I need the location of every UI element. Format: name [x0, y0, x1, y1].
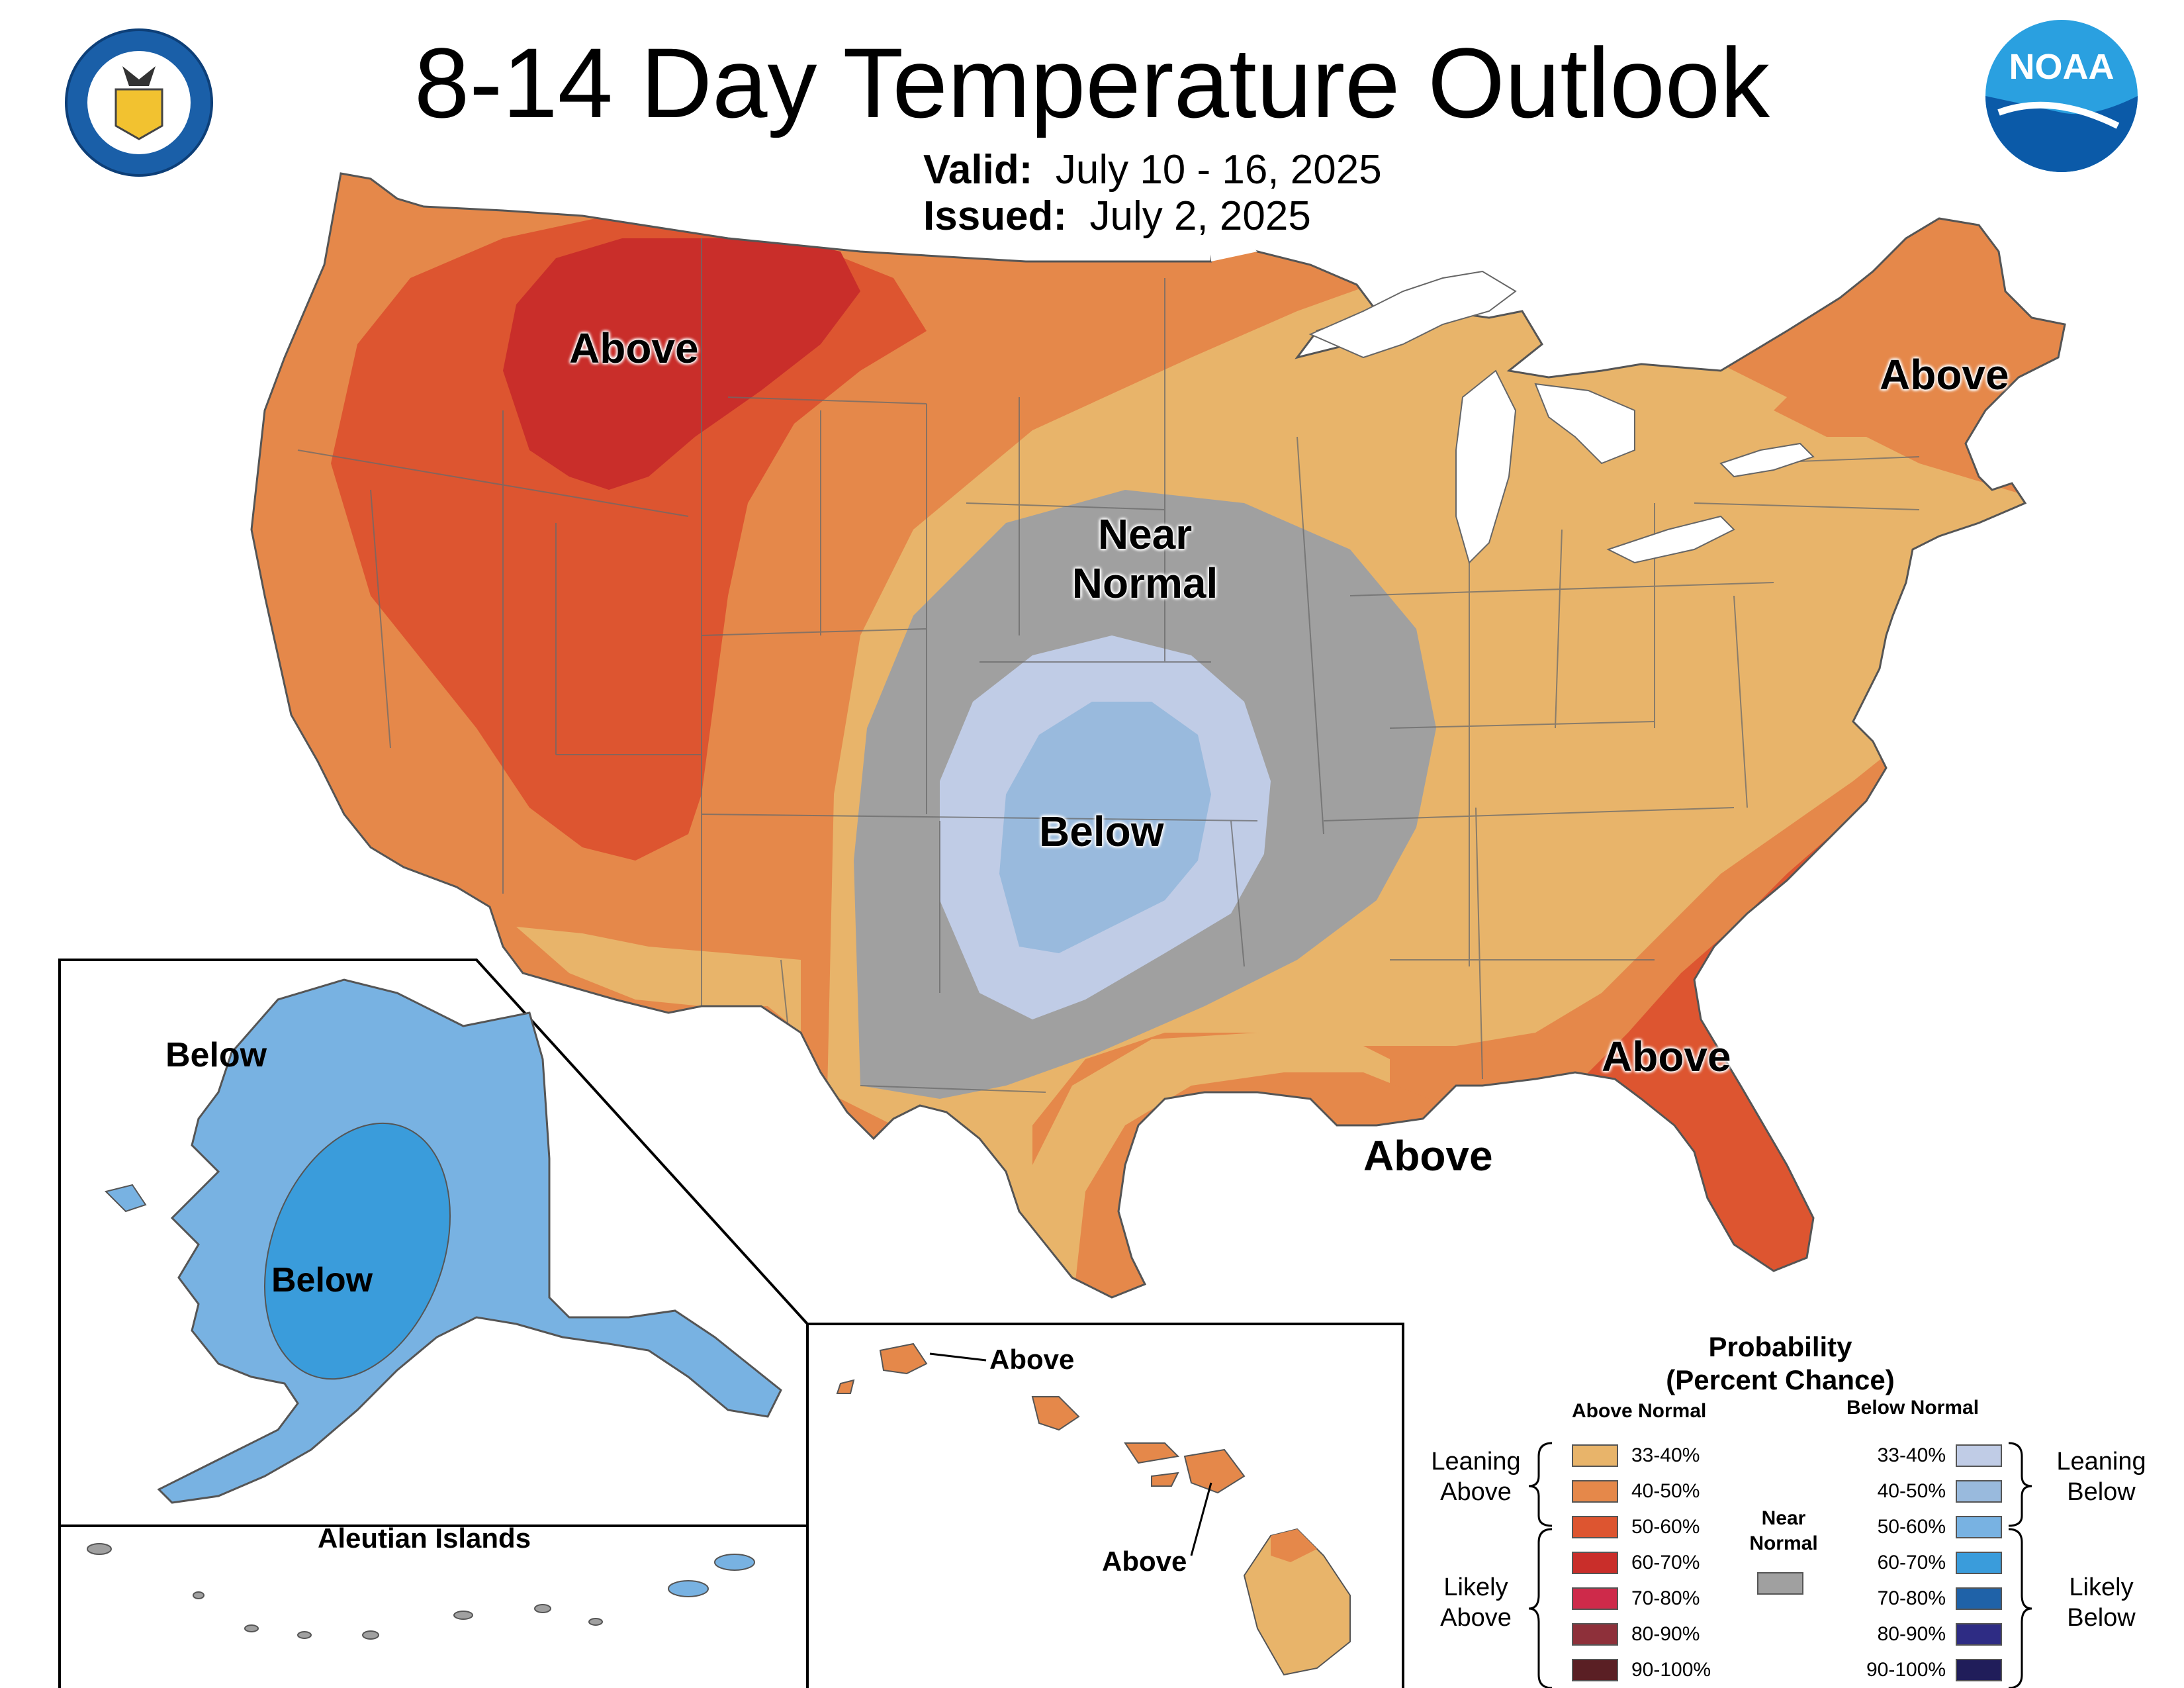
issued-value: July 2, 2025 — [1089, 193, 1311, 239]
legend-below-swatch — [1956, 1480, 2002, 1503]
legend-below-swatch — [1956, 1516, 2002, 1538]
label-plains: Below — [1039, 808, 1164, 855]
label-near-normal: Near Normal — [1071, 510, 1218, 607]
legend-near-normal-swatch — [1757, 1572, 1803, 1595]
page-title: 8-14 Day Temperature Outlook — [414, 27, 1770, 138]
label-northwest: Above — [569, 324, 699, 372]
legend-above-header: Above Normal — [1572, 1400, 1707, 1422]
legend-above-range: 80-90% — [1631, 1623, 1700, 1645]
legend-above-range: 70-80% — [1631, 1587, 1700, 1609]
label-gulf: Above — [1363, 1132, 1493, 1180]
legend-below-swatch — [1956, 1444, 2002, 1467]
noaa-logo-text: NOAA — [2009, 47, 2115, 87]
legend-near-normal: Near Normal — [1749, 1507, 1818, 1554]
label-alaska-center: Below — [271, 1261, 373, 1299]
legend-below-range: 80-90% — [1877, 1623, 1946, 1645]
valid-value: July 10 - 16, 2025 — [1055, 147, 1382, 193]
legend-below-swatch — [1956, 1587, 2002, 1610]
date-block: Valid: July 10 - 16, 2025 Issued: July 2… — [923, 147, 1382, 240]
legend-above-range: 40-50% — [1631, 1480, 1700, 1502]
legend-below-header: Below Normal — [1846, 1397, 1979, 1419]
label-alaska-north: Below — [165, 1036, 267, 1074]
label-aleutian: Aleutian Islands — [318, 1523, 531, 1554]
legend-above-range: 50-60% — [1631, 1516, 1700, 1538]
legend-above-range: 33-40% — [1631, 1444, 1700, 1466]
legend-above-swatch — [1572, 1516, 1618, 1538]
label-northeast: Above — [1880, 351, 2009, 399]
legend-above-swatch — [1572, 1659, 1618, 1681]
legend-below-range: 90-100% — [1866, 1659, 1946, 1681]
legend-below-range: 33-40% — [1877, 1444, 1946, 1466]
legend-below-range: 60-70% — [1877, 1552, 1946, 1573]
label-hawaii-top: Above — [989, 1344, 1075, 1375]
legend-above-swatch — [1572, 1623, 1618, 1646]
legend-below-range: 50-60% — [1877, 1516, 1946, 1538]
legend-below-range: 40-50% — [1877, 1480, 1946, 1502]
legend-leaning-below: Leaning Below — [2056, 1448, 2146, 1506]
legend-above-range: 90-100% — [1631, 1659, 1711, 1681]
label-southeast: Above — [1602, 1033, 1731, 1080]
legend-title: Probability (Percent Chance) — [1641, 1331, 1919, 1397]
issued-label: Issued: — [923, 193, 1068, 239]
label-hawaii-bottom: Above — [1102, 1546, 1187, 1577]
legend-title-line1: Probability — [1708, 1331, 1852, 1362]
valid-label: Valid: — [923, 147, 1033, 193]
commerce-seal-icon — [63, 26, 215, 179]
legend-leaning-above: Leaning Above — [1431, 1448, 1521, 1506]
noaa-logo-icon: NOAA — [1979, 13, 2144, 179]
legend-above-swatch — [1572, 1587, 1618, 1610]
legend-below-swatch — [1956, 1552, 2002, 1574]
legend-below-swatch — [1956, 1623, 2002, 1646]
legend-likely-below: Likely Below — [2067, 1573, 2136, 1632]
legend-title-line2: (Percent Chance) — [1666, 1364, 1895, 1395]
legend-above-swatch — [1572, 1552, 1618, 1574]
legend-below-range: 70-80% — [1877, 1587, 1946, 1609]
legend-above-swatch — [1572, 1444, 1618, 1467]
legend-below-swatch — [1956, 1659, 2002, 1681]
legend-above-swatch — [1572, 1480, 1618, 1503]
legend-likely-above: Likely Above — [1440, 1573, 1512, 1632]
legend-above-range: 60-70% — [1631, 1552, 1700, 1573]
